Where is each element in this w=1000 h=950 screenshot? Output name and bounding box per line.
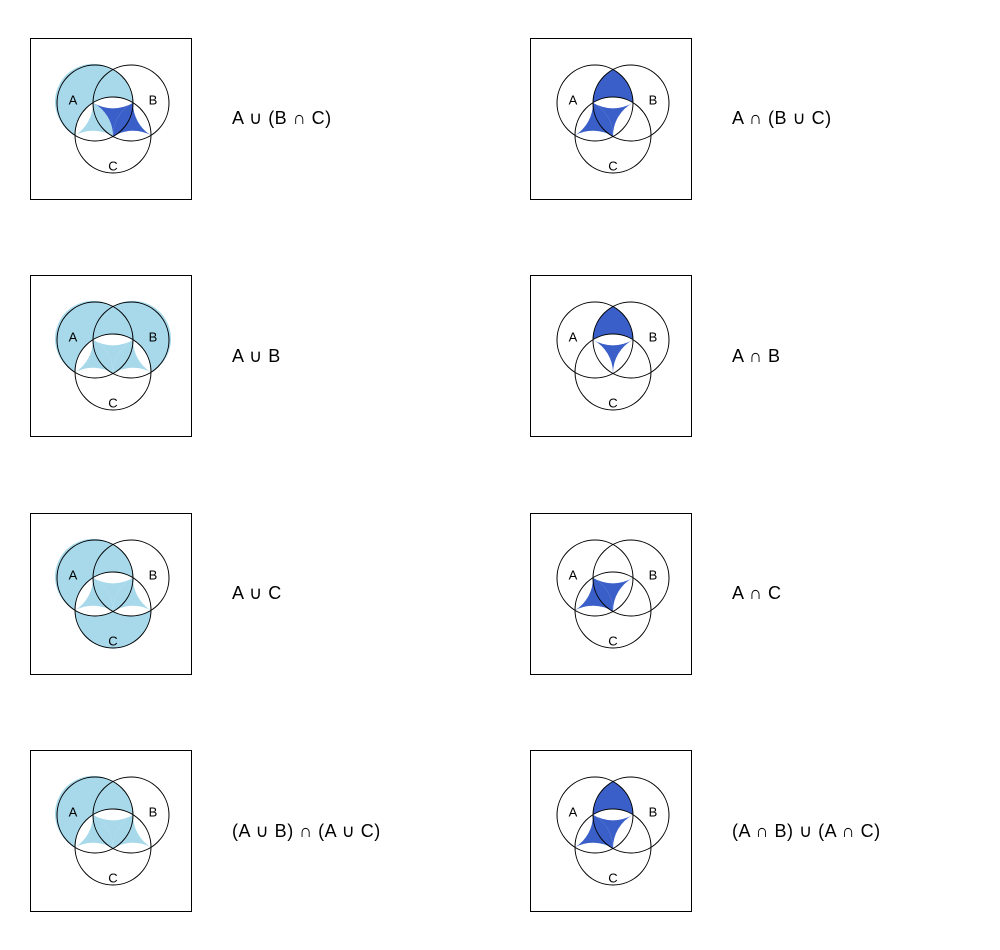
label-A: A: [569, 805, 578, 820]
label-B: B: [649, 92, 658, 107]
label-C: C: [608, 633, 617, 648]
label-C: C: [108, 396, 117, 411]
label-C: C: [108, 633, 117, 648]
venn-svg: A B C: [31, 514, 191, 674]
label-A: A: [569, 92, 578, 107]
venn-cell: A B C A ∩ C: [500, 475, 1000, 713]
venn-diagram-grid: A B C A ∪ (B ∩ C) A B C A ∩ (B ∪ C) A B …: [0, 0, 1000, 950]
venn-box: A B C: [30, 275, 192, 437]
venn-cell: A B C (A ∪ B) ∩ (A ∪ C): [0, 713, 500, 950]
label-A: A: [69, 92, 78, 107]
venn-svg: A B C: [531, 39, 691, 199]
venn-formula: A ∪ (B ∩ C): [232, 108, 332, 129]
label-A: A: [69, 805, 78, 820]
venn-box: A B C: [530, 38, 692, 200]
label-B: B: [149, 805, 158, 820]
venn-box: A B C: [30, 750, 192, 912]
venn-box: A B C: [530, 750, 692, 912]
label-A: A: [569, 330, 578, 345]
venn-formula: A ∪ C: [232, 583, 282, 604]
venn-cell: A B C A ∪ (B ∩ C): [0, 0, 500, 238]
venn-box: A B C: [30, 513, 192, 675]
venn-svg: A B C: [531, 276, 691, 436]
venn-box: A B C: [530, 513, 692, 675]
label-A: A: [569, 567, 578, 582]
venn-formula: (A ∪ B) ∩ (A ∪ C): [232, 821, 381, 842]
venn-svg: A B C: [31, 751, 191, 911]
label-B: B: [149, 92, 158, 107]
venn-cell: A B C A ∪ C: [0, 475, 500, 713]
venn-cell: A B C A ∪ B: [0, 238, 500, 476]
label-B: B: [649, 805, 658, 820]
label-A: A: [69, 567, 78, 582]
venn-svg: A B C: [31, 39, 191, 199]
label-C: C: [108, 158, 117, 173]
venn-formula: A ∪ B: [232, 346, 281, 367]
label-B: B: [649, 567, 658, 582]
venn-formula: A ∩ (B ∪ C): [732, 108, 832, 129]
venn-cell: A B C A ∩ (B ∪ C): [500, 0, 1000, 238]
label-A: A: [69, 330, 78, 345]
label-C: C: [608, 158, 617, 173]
label-C: C: [608, 396, 617, 411]
label-B: B: [149, 567, 158, 582]
venn-svg: A B C: [31, 276, 191, 436]
venn-box: A B C: [530, 275, 692, 437]
venn-cell: A B C (A ∩ B) ∪ (A ∩ C): [500, 713, 1000, 950]
label-C: C: [608, 871, 617, 886]
venn-box: A B C: [30, 38, 192, 200]
venn-formula: A ∩ B: [732, 346, 780, 367]
label-B: B: [649, 330, 658, 345]
venn-svg: A B C: [531, 751, 691, 911]
venn-svg: A B C: [531, 514, 691, 674]
venn-cell: A B C A ∩ B: [500, 238, 1000, 476]
venn-formula: (A ∩ B) ∪ (A ∩ C): [732, 821, 881, 842]
venn-formula: A ∩ C: [732, 583, 781, 604]
label-B: B: [149, 330, 158, 345]
label-C: C: [108, 871, 117, 886]
